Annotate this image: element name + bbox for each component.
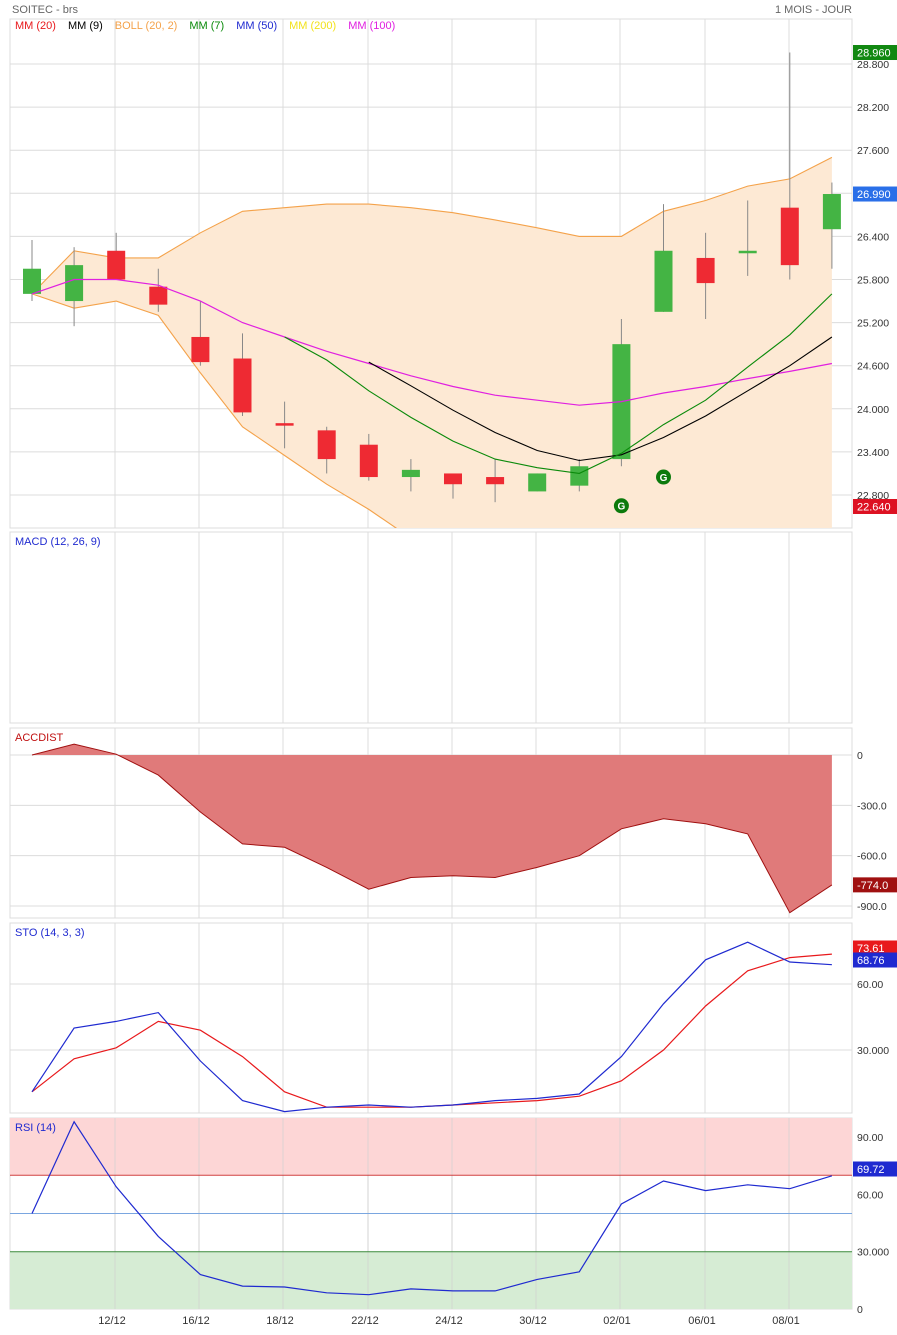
y-tick-label: 60.00 — [857, 1189, 883, 1201]
mm9-line — [368, 336, 833, 462]
candle-body — [654, 250, 673, 312]
legend-item: MM (7) — [189, 20, 224, 32]
y-tick-label: 25.800 — [857, 275, 889, 287]
accdist-area — [32, 744, 832, 913]
value-badge — [853, 952, 897, 968]
candle-body — [738, 250, 757, 254]
value-badge-label: 69.72 — [857, 1164, 885, 1176]
x-tick-label: 16/12 — [182, 1315, 210, 1327]
candle-body — [107, 250, 126, 280]
y-tick-label: 28.200 — [857, 102, 889, 114]
sto-k-line — [31, 941, 832, 1113]
mm100-line — [31, 278, 833, 406]
candle-body — [191, 336, 210, 363]
bollinger-group — [31, 156, 833, 528]
x-tick-label: 06/01 — [688, 1315, 716, 1327]
bollinger-band-fill — [32, 157, 832, 528]
value-badge — [853, 45, 897, 61]
value-badge-label: -774.0 — [857, 880, 888, 892]
sto-d-line — [31, 953, 832, 1108]
x-tick-label: 18/12 — [266, 1315, 294, 1327]
value-badge — [853, 498, 897, 514]
y-tick-label: 0 — [857, 750, 863, 762]
y-tick-label: -900.0 — [857, 901, 887, 913]
y-tick-label: 23.400 — [857, 447, 889, 459]
y-tick-label: 27.600 — [857, 145, 889, 157]
x-tick-label: 22/12 — [351, 1315, 379, 1327]
macd-title: MACD (12, 26, 9) — [15, 536, 101, 548]
chart-layer: 22.80023.40024.00024.60025.20025.80026.4… — [9, 18, 897, 1327]
value-badge — [853, 1161, 897, 1177]
candle-body — [233, 358, 252, 413]
y-tick-label: 26.400 — [857, 231, 889, 243]
candle-body — [570, 466, 589, 486]
bollinger-upper-line — [31, 156, 833, 295]
legend-item: BOLL (20, 2) — [115, 20, 178, 32]
accdist-line — [31, 743, 833, 914]
candle-body — [23, 268, 41, 294]
candle-body — [317, 430, 336, 460]
x-tick-label: 30/12 — [519, 1315, 547, 1327]
x-tick-label: 08/01 — [772, 1315, 800, 1327]
rsi-oversold-zone — [10, 1251, 852, 1309]
sto-title: STO (14, 3, 3) — [15, 927, 85, 939]
rsi-overbought-zone — [10, 1118, 852, 1176]
signal-marker — [613, 498, 629, 514]
candle-body — [275, 423, 294, 426]
y-tick-label: 0 — [857, 1304, 863, 1316]
legend-item: MM (9) — [68, 20, 103, 32]
signal-marker-label: G — [660, 473, 668, 484]
candle-body — [486, 477, 505, 485]
candle-body — [359, 444, 378, 478]
y-tick-label: 25.200 — [857, 318, 889, 330]
y-tick-label: 30.000 — [857, 1247, 889, 1259]
rsi-line — [31, 1120, 833, 1296]
accdist-title: ACCDIST — [15, 732, 64, 744]
y-tick-label: 60.00 — [857, 979, 883, 991]
signal-marker — [656, 469, 671, 485]
chart-header-left: SOITEC - brs — [12, 4, 79, 16]
y-tick-label: -300.0 — [857, 800, 887, 812]
candle-body — [528, 473, 547, 492]
candle-body — [696, 257, 715, 284]
x-tick-label: 24/12 — [435, 1315, 463, 1327]
y-tick-label: -600.0 — [857, 851, 887, 863]
y-tick-label: 28.800 — [857, 59, 889, 71]
rsi-title: RSI (14) — [15, 1122, 56, 1134]
chart-header-right: 1 MOIS - JOUR — [775, 4, 852, 16]
legend-item: MM (100) — [348, 20, 395, 32]
value-badge-label: 68.76 — [857, 955, 885, 967]
value-badge — [853, 186, 897, 202]
candle-body — [822, 194, 841, 230]
y-tick-label: 90.00 — [857, 1132, 883, 1144]
mm7-line — [284, 293, 833, 474]
value-badge-label: 28.960 — [857, 48, 891, 60]
x-tick-label: 12/12 — [98, 1315, 126, 1327]
legend-item: MM (20) — [15, 20, 56, 32]
candle-body — [401, 469, 420, 478]
candle-body — [780, 207, 799, 266]
y-tick-label: 24.000 — [857, 404, 889, 416]
y-tick-label: 24.600 — [857, 361, 889, 373]
value-badge-label: 22.640 — [857, 501, 891, 513]
signal-marker-label: G — [618, 502, 626, 513]
value-badge — [853, 877, 897, 893]
value-badge — [853, 940, 897, 956]
accdist-panel — [9, 727, 853, 919]
macd-panel — [9, 531, 853, 724]
candle-body — [444, 473, 462, 485]
legend-item: MM (200) — [289, 20, 336, 32]
candle-body — [149, 286, 168, 305]
y-tick-label: 30.000 — [857, 1045, 889, 1057]
sto-panel — [9, 922, 853, 1114]
bollinger-lower-line — [31, 293, 398, 528]
indicator-legend: MM (20) MM (9) BOLL (20, 2) MM (7) MM (50) MM… — [15, 20, 395, 32]
value-badge-label: 26.990 — [857, 189, 891, 201]
candle-body — [65, 265, 84, 302]
value-badge-label: 73.61 — [857, 943, 885, 955]
legend-item: MM (50) — [236, 20, 277, 32]
x-tick-label: 02/01 — [603, 1315, 631, 1327]
